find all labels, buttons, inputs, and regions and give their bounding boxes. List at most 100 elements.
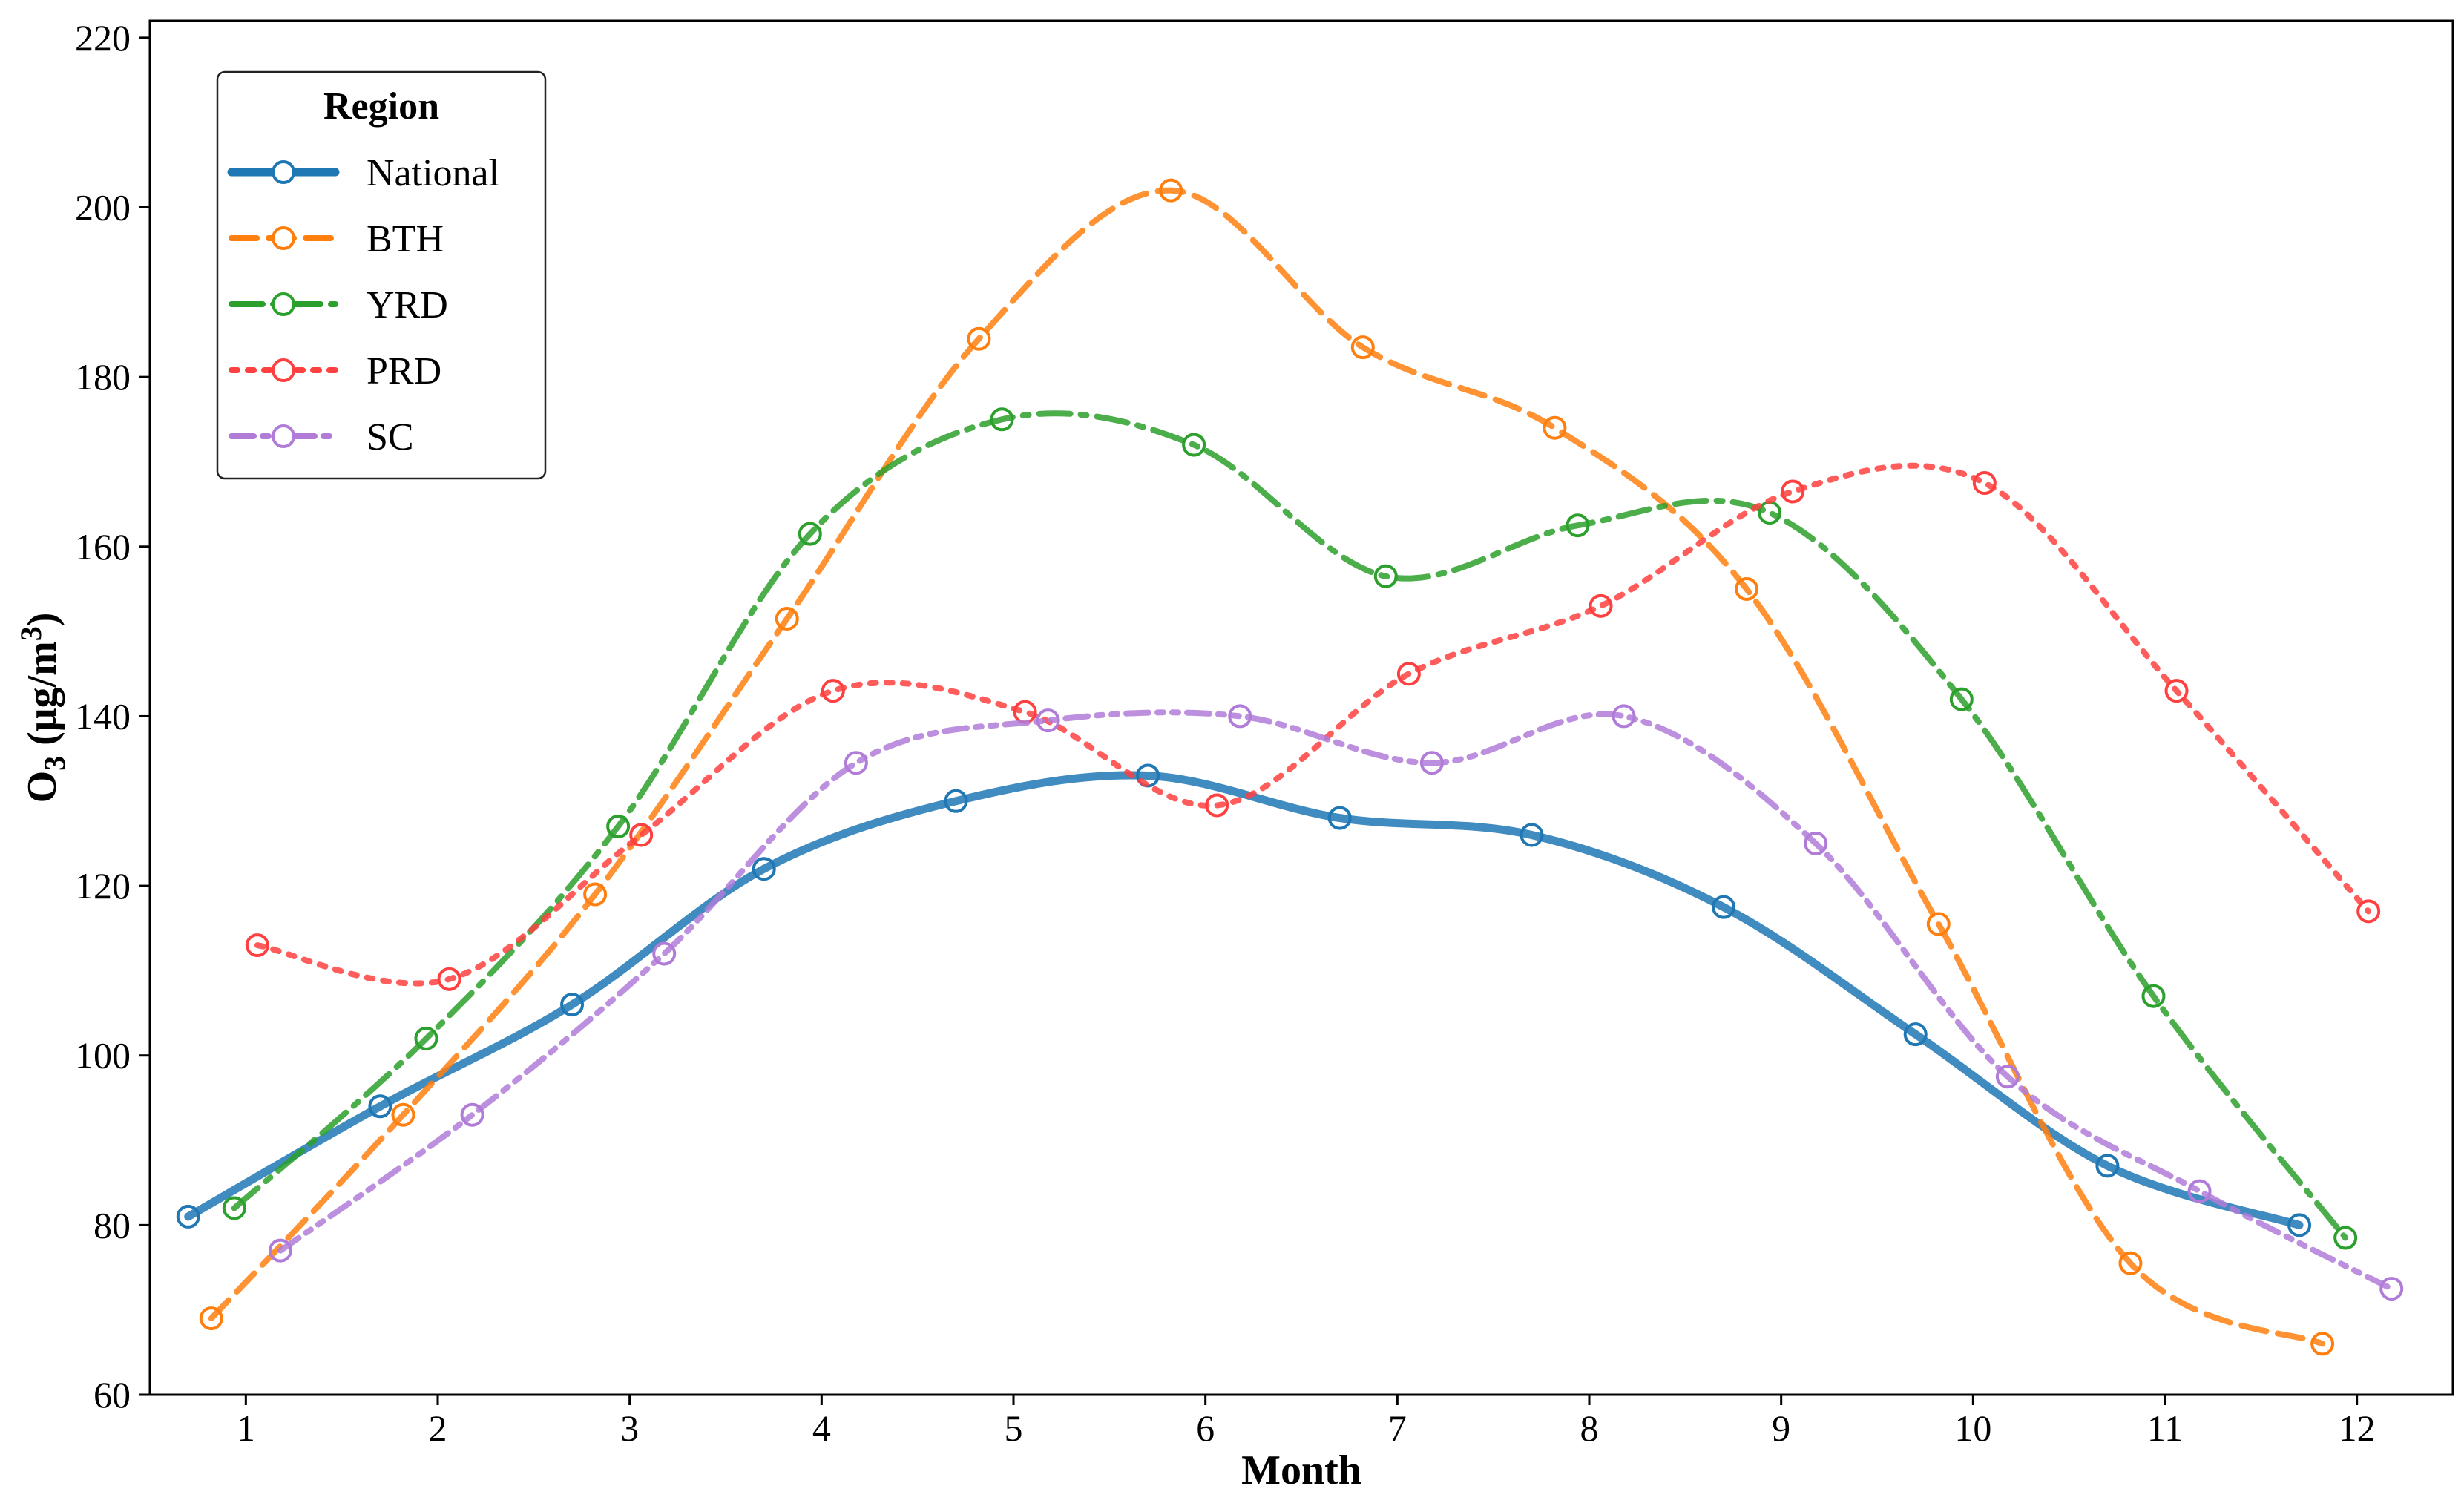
legend-title: Region (323, 85, 439, 128)
y-axis: 60 80 100 120 140 160 180 200 220 (75, 17, 150, 1415)
series-line-bth (208, 187, 2326, 1347)
data-point-bth (1735, 576, 1759, 601)
x-axis: 1 2 3 4 5 6 7 8 9 10 11 12 (237, 1395, 2376, 1449)
y-axis-title-main: O (19, 771, 65, 803)
data-point-bth (2118, 1251, 2143, 1275)
x-tick-label: 11 (2147, 1407, 2183, 1449)
legend: Region National BTH YRD PRD SC (216, 70, 547, 480)
series-layer (176, 178, 2404, 1356)
data-point-sc (268, 1238, 292, 1263)
legend-marker-bth (272, 226, 295, 250)
data-point-sc (1228, 704, 1252, 729)
data-point-national (176, 1204, 200, 1229)
data-point-sc (844, 751, 868, 775)
legend-marker-yrd (272, 292, 295, 316)
data-point-bth (583, 882, 608, 907)
legend-label-bth: BTH (367, 218, 444, 260)
legend-label-national: National (367, 152, 499, 194)
legend-label-sc: SC (367, 416, 414, 458)
y-axis-title-subscript: 3 (38, 756, 71, 771)
data-point-national (560, 993, 585, 1017)
x-tick-label: 9 (1772, 1407, 1790, 1449)
data-point-sc (1612, 704, 1636, 729)
y-tick-label: 100 (75, 1035, 131, 1076)
legend-marker-national (272, 160, 295, 184)
data-point-prd (1589, 593, 1613, 618)
data-point-yrd (1182, 433, 1206, 457)
y-tick-label: 220 (75, 17, 131, 59)
y-tick-label: 200 (75, 187, 131, 228)
y-axis-title-superscript: 3 (14, 626, 47, 641)
data-point-prd (437, 967, 461, 991)
data-point-bth (1159, 178, 1183, 203)
x-tick-label: 7 (1388, 1407, 1407, 1449)
y-axis-title: O3 (μg/m3) (14, 613, 71, 803)
y-axis-title-close: ) (19, 613, 65, 627)
legend-items: National BTH YRD PRD SC (227, 152, 499, 458)
data-point-prd (1205, 793, 1229, 818)
data-point-prd (2356, 899, 2381, 924)
data-point-yrd (1373, 564, 1398, 588)
data-point-prd (821, 679, 845, 703)
x-tick-label: 10 (1954, 1407, 1991, 1449)
data-point-yrd (2333, 1226, 2358, 1250)
legend-item-yrd: YRD (229, 284, 448, 326)
x-tick-label: 12 (2339, 1407, 2376, 1449)
data-point-prd (245, 933, 269, 958)
y-tick-label: 80 (93, 1204, 131, 1246)
data-point-sc (652, 941, 677, 966)
x-axis-title: Month (1241, 1447, 1361, 1493)
series-line-prd (254, 462, 2372, 987)
data-point-bth (775, 606, 799, 631)
legend-marker-prd (272, 358, 295, 382)
data-point-national (1520, 823, 1544, 847)
y-tick-label: 60 (93, 1374, 131, 1415)
legend-item-sc: SC (229, 416, 414, 458)
data-point-yrd (1566, 513, 1590, 538)
data-point-yrd (798, 522, 822, 546)
series-line-yrd (231, 410, 2349, 1241)
data-point-sc (1804, 831, 1828, 855)
legend-item-national: National (227, 152, 499, 194)
legend-label-yrd: YRD (367, 284, 448, 326)
series-prd (245, 462, 2381, 991)
data-point-bth (1350, 335, 1375, 360)
y-axis-title-unit: (μg/m (19, 641, 65, 756)
x-tick-label: 5 (1005, 1407, 1023, 1449)
x-tick-label: 6 (1196, 1407, 1215, 1449)
legend-marker-sc (272, 424, 295, 448)
series-line-national (184, 771, 2304, 1229)
data-point-sc (460, 1102, 484, 1127)
data-point-national (368, 1094, 392, 1119)
series-national (176, 763, 2312, 1237)
data-point-national (752, 857, 776, 881)
x-tick-label: 2 (429, 1407, 447, 1449)
data-point-bth (1926, 912, 1951, 936)
data-point-bth (1543, 415, 1567, 440)
data-point-sc (2379, 1277, 2404, 1301)
y-tick-label: 120 (75, 865, 131, 907)
data-point-national (1903, 1022, 1928, 1047)
legend-item-prd: PRD (229, 350, 441, 392)
series-line-sc (277, 709, 2395, 1292)
data-point-prd (1781, 479, 1805, 504)
data-point-national (2095, 1154, 2120, 1178)
data-point-national (1327, 806, 1352, 830)
legend-label-prd: PRD (367, 350, 441, 392)
y-tick-label: 180 (75, 356, 131, 398)
data-point-bth (199, 1306, 223, 1331)
data-point-bth (391, 1102, 415, 1127)
data-point-yrd (990, 407, 1014, 432)
x-tick-label: 1 (237, 1407, 255, 1449)
data-point-yrd (222, 1196, 246, 1220)
data-point-national (944, 789, 968, 813)
series-sc (268, 704, 2404, 1301)
data-point-bth (967, 326, 991, 351)
series-bth (199, 178, 2335, 1356)
data-point-bth (2310, 1332, 2335, 1356)
data-point-yrd (606, 815, 631, 839)
plot-area-frame (148, 19, 2454, 1396)
data-point-sc (2187, 1179, 2212, 1203)
data-point-yrd (414, 1026, 438, 1050)
